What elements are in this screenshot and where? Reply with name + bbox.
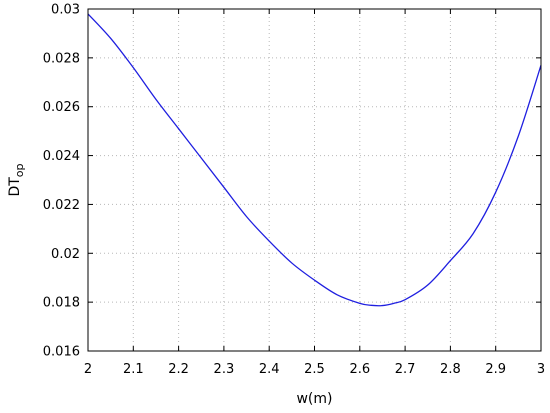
x-tick-label: 2.9 <box>485 362 506 377</box>
y-tick-label: 0.022 <box>43 198 80 213</box>
x-tick-label: 2.2 <box>168 362 189 377</box>
y-tick-label: 0.028 <box>43 51 80 66</box>
x-tick-label: 2.4 <box>259 362 280 377</box>
grid <box>88 9 541 351</box>
series-layer <box>87 13 542 307</box>
y-tick-label: 0.02 <box>51 247 80 262</box>
x-tick-label: 3 <box>537 362 545 377</box>
x-tick-label: 2.3 <box>214 362 235 377</box>
x-tick-label: 2 <box>84 362 92 377</box>
y-tick-label: 0.018 <box>43 296 80 311</box>
plot-frame <box>87 8 542 352</box>
y-tick-label: 0.026 <box>43 100 80 115</box>
ticks <box>87 8 542 352</box>
y-axis-label-subscript: op <box>13 163 26 177</box>
y-tick-label: 0.024 <box>43 149 80 164</box>
x-axis-label: w(m) <box>296 391 332 407</box>
x-tick-label: 2.1 <box>123 362 144 377</box>
y-tick-labels: 0.016 0.018 0.02 0.022 0.024 0.026 0.028 0.03 <box>43 3 80 360</box>
x-tick-label: 2.6 <box>349 362 370 377</box>
y-tick-label: 0.016 <box>43 345 80 360</box>
x-tick-label: 2.7 <box>395 362 416 377</box>
x-tick-label: 2.5 <box>304 362 325 377</box>
series-line <box>87 13 542 307</box>
x-tick-labels: 2 2.1 2.2 2.3 2.4 2.5 2.6 2.7 2.8 2.9 3 <box>84 362 545 377</box>
y-tick-label: 0.03 <box>51 3 80 18</box>
y-axis-label: DTop <box>7 163 26 196</box>
x-tick-label: 2.8 <box>440 362 461 377</box>
y-axis-label-main: DT <box>7 177 23 197</box>
